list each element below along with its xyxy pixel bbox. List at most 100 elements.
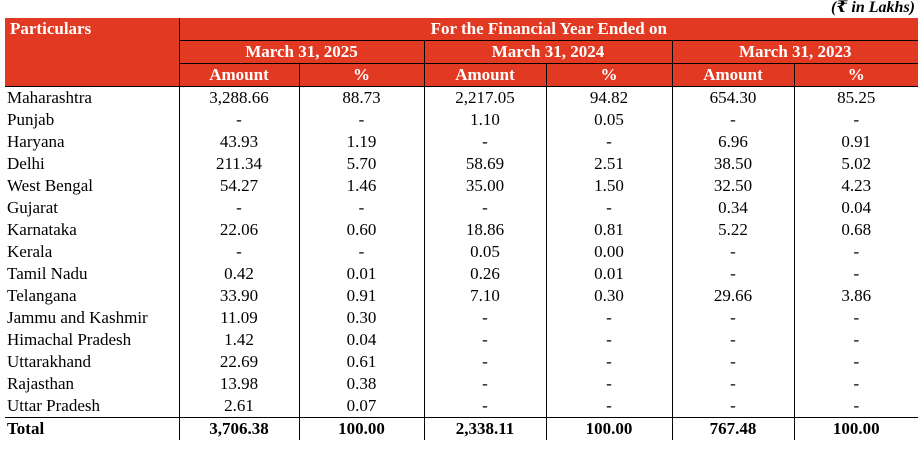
total-percent-2023: 100.00 [793, 417, 919, 440]
cell-percent-2025: 1.19 [298, 131, 425, 153]
header-year-2023: March 31, 2023 [671, 40, 919, 64]
cell-percent-2025: 88.73 [298, 86, 425, 109]
row-state-name: Haryana [5, 131, 180, 153]
cell-amount-2025: 22.06 [178, 219, 300, 241]
cell-percent-2024: - [545, 131, 673, 153]
cell-amount-2025: 33.90 [178, 285, 300, 307]
cell-percent-2023: 5.02 [793, 153, 919, 175]
cell-percent-2023: - [793, 241, 919, 263]
cell-amount-2025: - [178, 109, 300, 131]
cell-amount-2024: 35.00 [423, 175, 547, 197]
cell-amount-2024: - [423, 197, 547, 219]
table-row: Jammu and Kashmir 11.09 0.30- - - - [5, 307, 919, 329]
cell-amount-2025: 1.42 [178, 329, 300, 351]
cell-amount-2025: - [178, 241, 300, 263]
cell-percent-2023: - [793, 329, 919, 351]
cell-amount-2023: - [671, 241, 795, 263]
total-amount-2023: 767.48 [671, 417, 795, 440]
cell-percent-2024: 0.00 [545, 241, 673, 263]
cell-amount-2025: 13.98 [178, 373, 300, 395]
cell-percent-2023: 0.68 [793, 219, 919, 241]
table-row: Haryana 43.93 1.19- -6.96 0.91 [5, 131, 919, 153]
cell-amount-2024: 0.05 [423, 241, 547, 263]
cell-amount-2025: 0.42 [178, 263, 300, 285]
cell-amount-2024: 58.69 [423, 153, 547, 175]
cell-amount-2023: 0.34 [671, 197, 795, 219]
cell-percent-2025: - [298, 241, 425, 263]
cell-amount-2023: - [671, 351, 795, 373]
cell-amount-2023: 5.22 [671, 219, 795, 241]
cell-percent-2025: 0.61 [298, 351, 425, 373]
table-row: Himachal Pradesh 1.42 0.04- - - - [5, 329, 919, 351]
header-particulars: Particulars [5, 18, 180, 87]
cell-amount-2025: 211.34 [178, 153, 300, 175]
cell-percent-2023: - [793, 263, 919, 285]
cell-amount-2024: - [423, 329, 547, 351]
total-percent-2025: 100.00 [298, 417, 425, 440]
state-wise-revenue-table: Particulars For the Financial Year Ended… [5, 18, 919, 440]
table-row: Rajasthan 13.98 0.38- - - - [5, 373, 919, 395]
total-amount-2025: 3,706.38 [178, 417, 300, 440]
cell-percent-2024: 0.05 [545, 109, 673, 131]
cell-percent-2024: - [545, 329, 673, 351]
header-row-years: March 31, 2025 March 31, 2024 March 31, … [5, 40, 919, 64]
cell-amount-2025: 54.27 [178, 175, 300, 197]
cell-amount-2024: 2,217.05 [423, 86, 547, 109]
cell-percent-2023: 85.25 [793, 86, 919, 109]
row-state-name: Delhi [5, 153, 180, 175]
cell-percent-2024: - [545, 197, 673, 219]
cell-amount-2025: 22.69 [178, 351, 300, 373]
table-row: Kerala - -0.05 0.00- - [5, 241, 919, 263]
total-label: Total [5, 417, 180, 440]
cell-amount-2023: 32.50 [671, 175, 795, 197]
row-state-name: Himachal Pradesh [5, 329, 180, 351]
row-state-name: Jammu and Kashmir [5, 307, 180, 329]
header-financial-year-group: For the Financial Year Ended on [178, 18, 919, 41]
cell-percent-2024: 0.01 [545, 263, 673, 285]
table-row: Karnataka 22.06 0.60 18.86 0.81 5.22 0.68 [5, 219, 919, 241]
total-percent-2024: 100.00 [545, 417, 673, 440]
cell-percent-2025: 0.01 [298, 263, 425, 285]
row-state-name: Maharashtra [5, 86, 180, 109]
cell-percent-2024: 0.81 [545, 219, 673, 241]
cell-percent-2023: - [793, 395, 919, 418]
cell-amount-2024: - [423, 395, 547, 418]
header-amount-2025: Amount [178, 63, 300, 87]
cell-percent-2024: - [545, 307, 673, 329]
cell-amount-2025: 2.61 [178, 395, 300, 418]
header-percent-2024: % [545, 63, 673, 87]
cell-percent-2023: - [793, 373, 919, 395]
header-year-2024: March 31, 2024 [423, 40, 673, 64]
header-row-group: Particulars For the Financial Year Ended… [5, 18, 919, 87]
cell-percent-2024: 94.82 [545, 86, 673, 109]
cell-amount-2023: - [671, 307, 795, 329]
row-state-name: Karnataka [5, 219, 180, 241]
cell-percent-2024: - [545, 351, 673, 373]
row-state-name: Rajasthan [5, 373, 180, 395]
header-amount-2023: Amount [671, 63, 795, 87]
cell-amount-2023: 654.30 [671, 86, 795, 109]
cell-amount-2024: 18.86 [423, 219, 547, 241]
cell-percent-2024: - [545, 395, 673, 418]
table-body: Maharashtra 3,288.66 88.73 2,217.05 94.82 654… [5, 86, 919, 440]
cell-percent-2025: 5.70 [298, 153, 425, 175]
row-state-name: Uttar Pradesh [5, 395, 180, 418]
cell-amount-2024: - [423, 131, 547, 153]
cell-percent-2023: 3.86 [793, 285, 919, 307]
cell-percent-2023: 4.23 [793, 175, 919, 197]
header-percent-2025: % [298, 63, 425, 87]
row-state-name: Kerala [5, 241, 180, 263]
cell-amount-2023: - [671, 263, 795, 285]
cell-amount-2025: - [178, 197, 300, 219]
cell-percent-2024: 0.30 [545, 285, 673, 307]
cell-amount-2024: - [423, 351, 547, 373]
cell-percent-2023: - [793, 307, 919, 329]
cell-percent-2025: 0.60 [298, 219, 425, 241]
total-row: Total 3,706.38 100.00 2,338.11 100.00 767.48 1… [5, 417, 919, 440]
header-amount-2024: Amount [423, 63, 547, 87]
header-percent-2023: % [793, 63, 919, 87]
cell-amount-2023: - [671, 329, 795, 351]
header-year-2025: March 31, 2025 [178, 40, 425, 64]
cell-amount-2025: 43.93 [178, 131, 300, 153]
row-state-name: Gujarat [5, 197, 180, 219]
